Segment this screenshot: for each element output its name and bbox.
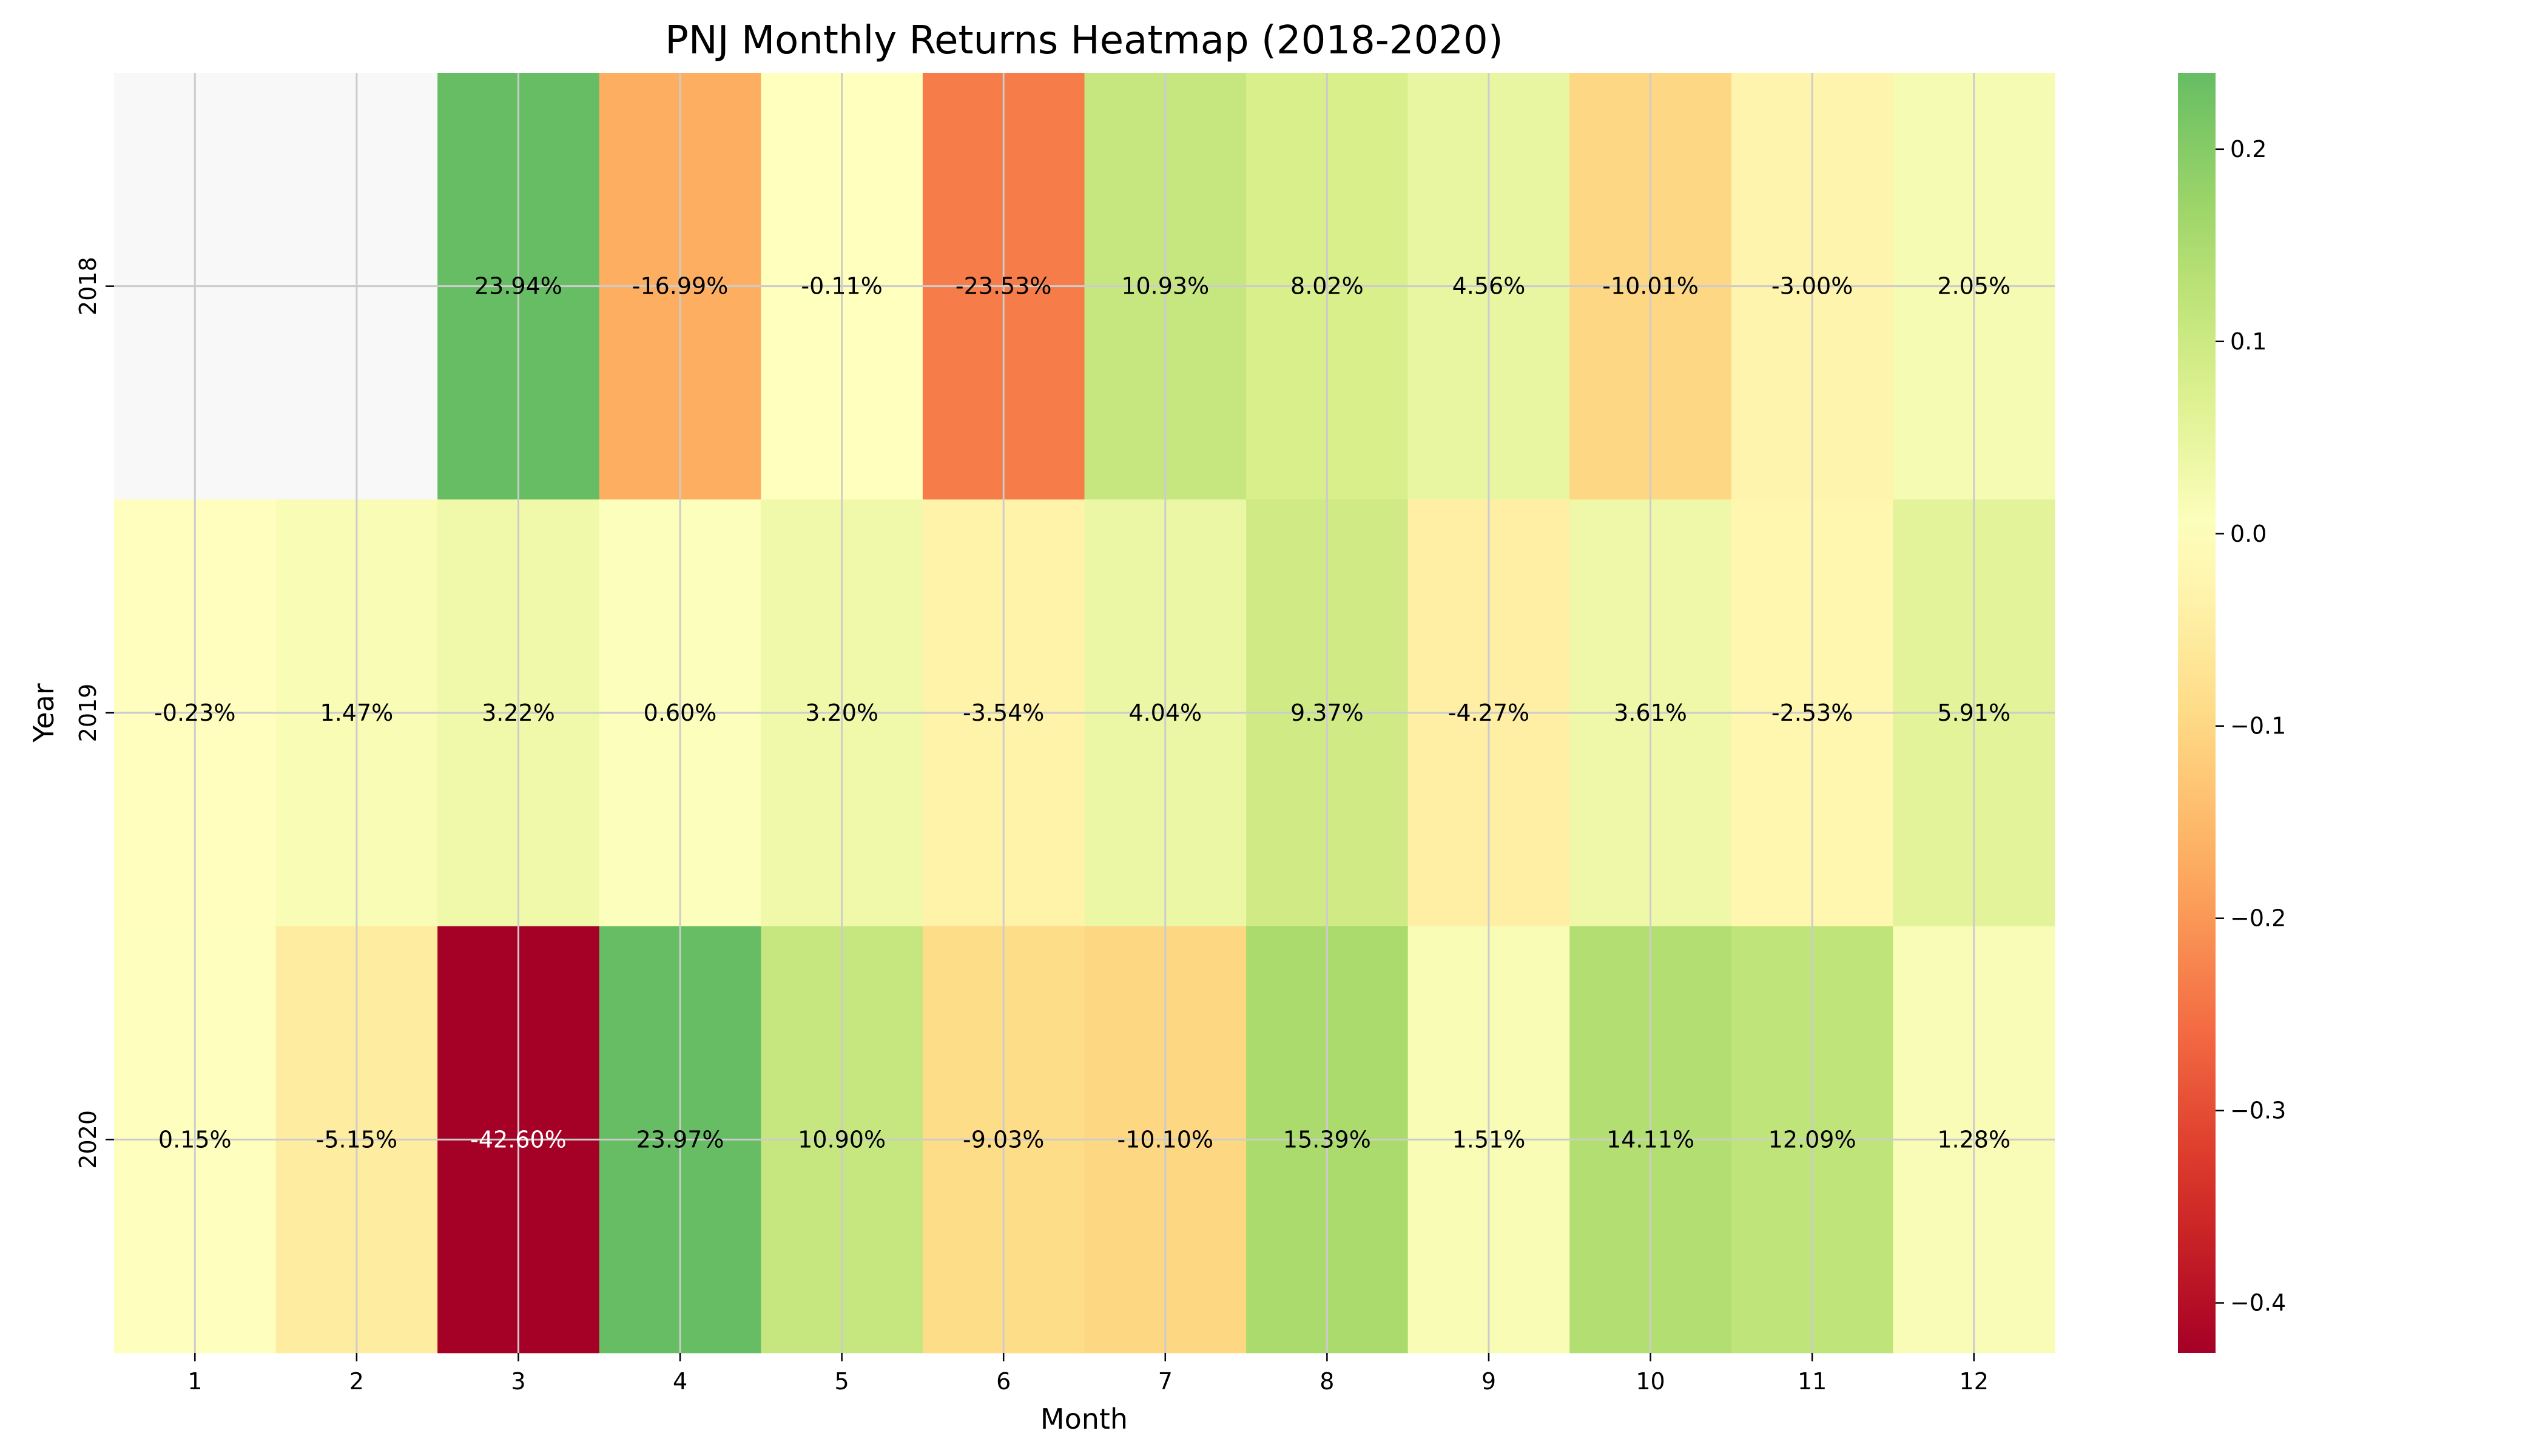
cell-value-label: 9.37%	[1290, 699, 1364, 726]
cell-value-label: -0.11%	[801, 273, 882, 300]
x-tick-label: 11	[1798, 1368, 1827, 1395]
cell-value-label: 1.47%	[320, 699, 394, 726]
chart-title: PNJ Monthly Returns Heatmap (2018-2020)	[665, 18, 1503, 63]
colorbar: 0.2 0.1 0.0 −0.1 −0.2 −0.3 −0.4	[2178, 73, 2286, 1353]
cell-value-label: 10.90%	[798, 1126, 886, 1153]
cell-value-label: -23.53%	[956, 273, 1052, 300]
colorbar-tick-label: −0.4	[2230, 1290, 2286, 1316]
cell-value-label: 23.94%	[474, 273, 562, 300]
cell-value-label: -3.54%	[963, 699, 1044, 726]
x-axis-ticks: 1 2 3 4 5 6 7 8 9 10 11 12	[187, 1353, 1989, 1395]
cell-value-label: -0.23%	[154, 699, 235, 726]
cell-value-label: -10.10%	[1117, 1126, 1213, 1153]
cell-value-label: 0.60%	[644, 699, 717, 726]
cell-value-label: 2.05%	[1937, 273, 2010, 300]
cell-value-label: 3.61%	[1614, 699, 1687, 726]
cell-value-label: -3.00%	[1771, 273, 1853, 300]
cell-value-label: 14.11%	[1606, 1126, 1694, 1153]
y-tick-label: 2020	[75, 1110, 101, 1169]
cell-value-label: 5.91%	[1937, 699, 2010, 726]
x-tick-label: 6	[996, 1368, 1011, 1395]
cell-value-label: 23.97%	[636, 1126, 724, 1153]
cell-value-label: -9.03%	[963, 1126, 1044, 1153]
colorbar-tick-label: −0.3	[2230, 1097, 2286, 1124]
x-tick-label: 5	[835, 1368, 849, 1395]
cell-value-label: -2.53%	[1771, 699, 1853, 726]
x-tick-label: 10	[1636, 1368, 1665, 1395]
colorbar-tick-label: 0.2	[2230, 136, 2267, 163]
cell-value-label: -16.99%	[632, 273, 729, 300]
cell-value-label: 15.39%	[1283, 1126, 1371, 1153]
x-tick-label: 3	[511, 1368, 525, 1395]
x-tick-label: 9	[1481, 1368, 1496, 1395]
x-tick-label: 4	[673, 1368, 687, 1395]
cell-value-label: 10.93%	[1121, 273, 1209, 300]
cell-value-label: 3.20%	[805, 699, 878, 726]
y-tick-label: 2018	[75, 257, 101, 315]
x-tick-label: 12	[1960, 1368, 1989, 1395]
x-tick-label: 2	[349, 1368, 364, 1395]
y-axis-label: Year	[27, 683, 60, 743]
cell-value-label: 8.02%	[1290, 273, 1364, 300]
y-axis-ticks: 2018 2019 2020	[75, 257, 114, 1169]
cell-value-label: -10.01%	[1602, 273, 1699, 300]
y-tick-label: 2019	[75, 684, 101, 743]
cell-value-label: -4.27%	[1448, 699, 1529, 726]
cell-value-label: -42.60%	[470, 1126, 567, 1153]
x-tick-label: 7	[1158, 1368, 1173, 1395]
cell-value-label: 12.09%	[1768, 1126, 1856, 1153]
colorbar-tick-label: 0.0	[2230, 521, 2267, 547]
grid-lines	[114, 73, 2055, 1353]
cell-value-label: 3.22%	[482, 699, 555, 726]
cell-value-label: 1.51%	[1452, 1126, 1526, 1153]
colorbar-tick-label: −0.1	[2230, 713, 2286, 740]
cell-value-label: -5.15%	[316, 1126, 397, 1153]
x-tick-label: 8	[1320, 1368, 1334, 1395]
colorbar-tick-label: −0.2	[2230, 905, 2286, 932]
colorbar-gradient	[2178, 73, 2216, 1353]
cell-value-label: 4.04%	[1128, 699, 1202, 726]
cell-labels: 23.94% -16.99% -0.11% -23.53% 10.93% 8.02% 4.5…	[154, 273, 2010, 1153]
colorbar-tick-label: 0.1	[2230, 328, 2267, 355]
cell-value-label: 4.56%	[1452, 273, 1526, 300]
x-axis-label: Month	[1040, 1403, 1128, 1435]
cell-value-label: 1.28%	[1937, 1126, 2010, 1153]
cell-value-label: 0.15%	[158, 1126, 232, 1153]
x-tick-label: 1	[187, 1368, 202, 1395]
